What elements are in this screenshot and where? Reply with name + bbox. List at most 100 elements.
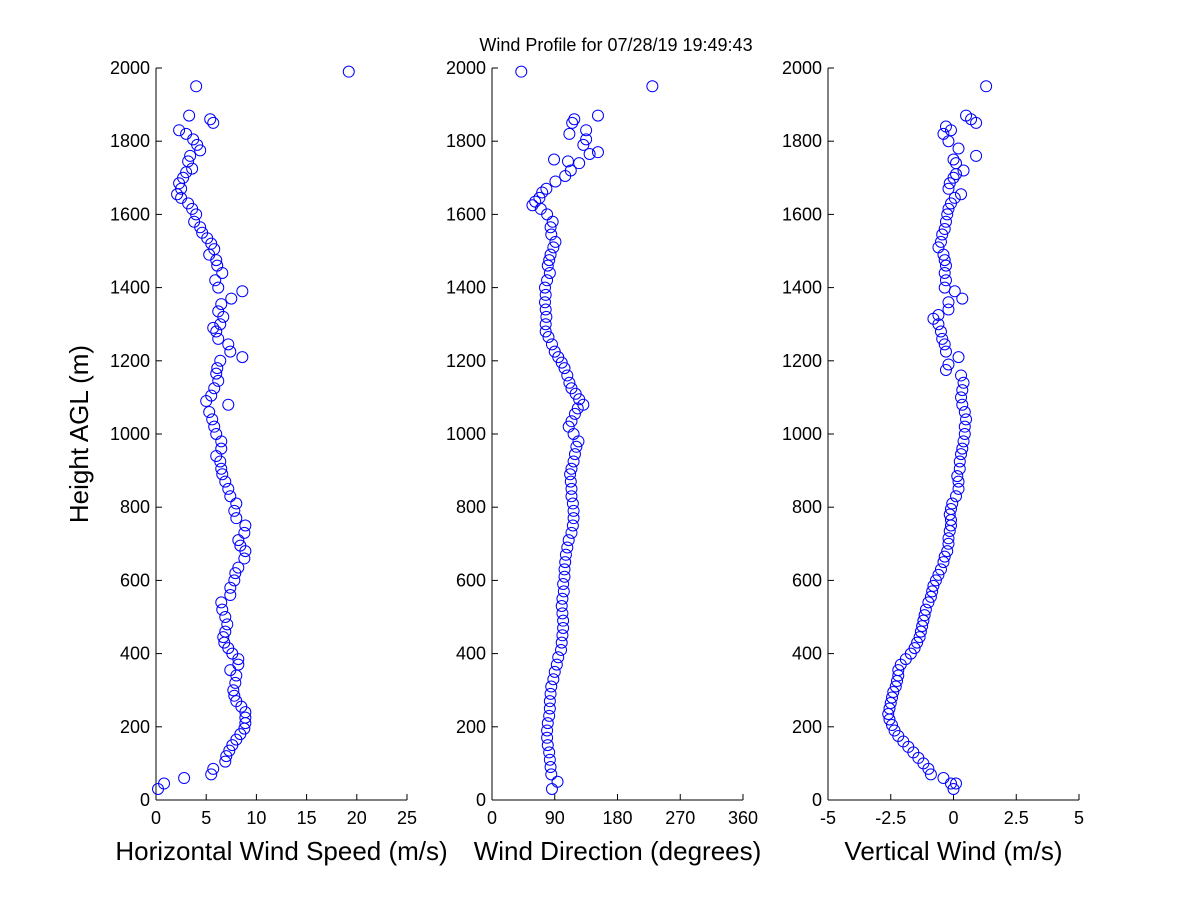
data-point [234, 539, 247, 552]
data-point [552, 651, 565, 664]
data-point [545, 680, 558, 693]
panel-1: 0 200 400 600 800 1000 1200 1400 1600 1800 2000 0 5 1… [64, 58, 448, 866]
data-point [942, 358, 955, 371]
data-point [544, 687, 557, 700]
data-point [908, 642, 921, 655]
data-point [924, 768, 937, 781]
y-tick-label: 200 [456, 717, 486, 737]
data-point [210, 428, 223, 440]
data-point [541, 259, 554, 272]
data-point [223, 744, 236, 757]
data-point [932, 309, 945, 322]
data-point [557, 578, 570, 591]
y-tick-label: 0 [476, 790, 486, 810]
x-tick-label: 20 [347, 808, 367, 828]
data-point [947, 783, 960, 796]
data-point [238, 526, 251, 539]
data-point [914, 625, 927, 638]
y-tick-label: 1400 [446, 278, 486, 298]
data-point [563, 127, 576, 140]
data-point [564, 475, 577, 488]
data-point [543, 746, 556, 759]
y-axis-label: Height AGL (m) [64, 345, 94, 523]
data-point [215, 298, 228, 311]
data-point [533, 191, 546, 204]
data-point [567, 512, 580, 525]
data-point [158, 777, 171, 790]
data-point [538, 281, 551, 294]
data-point [980, 80, 993, 93]
data-point [207, 762, 220, 775]
data-point [215, 596, 228, 609]
data-point [562, 420, 575, 433]
data-point [955, 369, 968, 382]
data-point [566, 519, 579, 532]
data-point [182, 155, 195, 168]
data-point [232, 561, 245, 574]
y-tick-label: 1400 [110, 278, 150, 298]
data-point [186, 162, 199, 175]
data-point [565, 526, 578, 539]
y-tick-label: 1600 [782, 204, 822, 224]
data-point [970, 116, 983, 129]
data-point [583, 148, 596, 161]
data-point [230, 512, 243, 525]
data-point [543, 709, 556, 722]
data-point [568, 113, 581, 126]
data-point [212, 305, 225, 318]
data-point [944, 503, 957, 516]
data-point [225, 292, 238, 305]
data-point [556, 607, 569, 620]
data-point [239, 711, 252, 724]
x-tick-label: 180 [602, 808, 632, 828]
data-point [551, 775, 564, 788]
data-point [892, 669, 905, 682]
data-point [232, 658, 245, 671]
data-point [228, 504, 241, 517]
data-point [543, 695, 556, 708]
data-point [539, 318, 552, 331]
data-point [646, 80, 659, 93]
data-point [567, 455, 580, 468]
data-point [939, 259, 952, 272]
data-point [541, 724, 554, 737]
data-point [555, 643, 568, 656]
data-point [555, 636, 568, 649]
data-point [194, 144, 207, 157]
data-point [916, 620, 929, 633]
data-point [190, 80, 203, 93]
data-point [183, 109, 196, 122]
data-point [236, 285, 249, 298]
data-point [548, 345, 561, 358]
data-point [570, 440, 583, 453]
data-point [942, 202, 955, 215]
data-point [955, 188, 968, 201]
data-point [939, 274, 952, 287]
data-point [207, 321, 220, 334]
y-tick-label: 800 [792, 497, 822, 517]
y-tick-label: 200 [792, 717, 822, 737]
data-point [175, 191, 188, 204]
data-point [543, 266, 556, 279]
y-tick-label: 800 [456, 497, 486, 517]
data-point [938, 223, 951, 236]
data-point [224, 581, 237, 594]
data-point [913, 631, 926, 644]
y-tick-label: 1000 [110, 424, 150, 444]
data-point [888, 724, 901, 737]
data-point [591, 109, 604, 122]
data-point [228, 689, 241, 702]
y-tick-label: 1200 [782, 351, 822, 371]
data-point [229, 676, 242, 689]
data-point [565, 415, 578, 428]
data-point [539, 303, 552, 316]
data-point [943, 508, 956, 521]
data-point [957, 164, 970, 177]
data-point [211, 259, 224, 272]
data-point [938, 266, 951, 279]
data-point [934, 563, 947, 576]
data-point [205, 768, 218, 781]
data-point [936, 228, 949, 241]
data-point [230, 497, 243, 510]
